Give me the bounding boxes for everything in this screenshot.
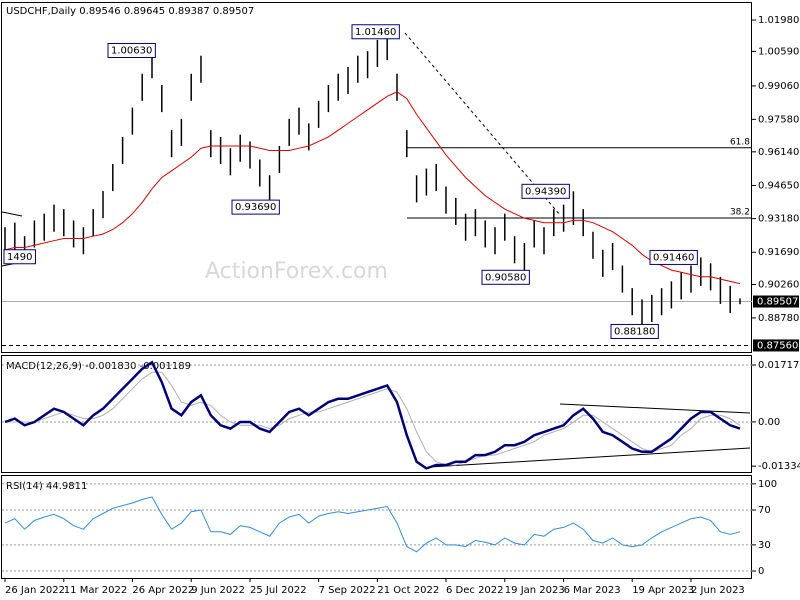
annotation-box bbox=[3, 249, 36, 265]
annotation-box bbox=[481, 269, 530, 285]
annotation-label: 0.93690 bbox=[235, 202, 276, 213]
annotation-box bbox=[521, 183, 570, 199]
annotation-label: 1.01460 bbox=[355, 27, 396, 38]
y-tick-label: 0.96140 bbox=[758, 147, 799, 158]
x-tick-label: 19 Apr 2023 bbox=[632, 585, 694, 596]
x-tick-label: 26 Jan 2022 bbox=[5, 585, 65, 596]
price-label: 0.89507 bbox=[757, 297, 798, 308]
macd-panel bbox=[1, 355, 752, 473]
indicator-line bbox=[5, 371, 741, 466]
y-tick-label: 0.94650 bbox=[758, 180, 799, 191]
x-tick-label: 11 Mar 2022 bbox=[64, 585, 127, 596]
macd-title: MACD(12,26,9) -0.001830 -0.001189 bbox=[6, 361, 191, 372]
annotation-box bbox=[610, 323, 659, 339]
indicator-line bbox=[4, 360, 741, 470]
x-tick-label: 6 Mar 2023 bbox=[564, 585, 621, 596]
annotation-box bbox=[351, 24, 400, 40]
x-tick-label: 7 Sep 2022 bbox=[319, 585, 376, 596]
y-tick-label: 70 bbox=[758, 505, 771, 516]
annotation-box bbox=[649, 249, 698, 265]
y-tick-label: -0.01334 bbox=[758, 461, 800, 472]
y-tick-label: 0.017176 bbox=[758, 360, 800, 371]
fib-label: 38.2 bbox=[730, 207, 750, 217]
y-tick-label: 0.91690 bbox=[758, 247, 799, 258]
annotation-box bbox=[231, 199, 280, 215]
y-tick-label: 30 bbox=[758, 540, 771, 551]
annotation-label: 0.91460 bbox=[653, 252, 694, 263]
annotation-label: 0.88180 bbox=[614, 326, 655, 337]
annotation-label: 1.00630 bbox=[111, 45, 152, 56]
annotation-box bbox=[107, 42, 156, 58]
price-label-box bbox=[753, 339, 799, 352]
macd-trend-line bbox=[559, 403, 751, 414]
x-tick-label: 19 Jan 2023 bbox=[505, 585, 565, 596]
chart-title: USDCHF,Daily 0.89546 0.89645 0.89387 0.8… bbox=[6, 6, 254, 17]
moving-average bbox=[4, 91, 741, 285]
y-tick-label: 0.00 bbox=[758, 417, 780, 428]
x-tick-label: 9 Jun 2022 bbox=[191, 585, 245, 596]
y-tick-label: 0.93180 bbox=[758, 214, 799, 225]
rsi-title: RSI(14) 44.9811 bbox=[6, 481, 87, 492]
y-tick-label: 0.90260 bbox=[758, 280, 799, 291]
x-tick-label: 6 Dec 2022 bbox=[446, 585, 504, 596]
y-tick-label: 0.97580 bbox=[758, 114, 799, 125]
watermark: ActionForex.com bbox=[205, 259, 388, 284]
price-label-box bbox=[753, 295, 799, 308]
macd-trend-line bbox=[429, 447, 751, 468]
y-tick-label: 100 bbox=[758, 479, 777, 490]
annotation-label: 1490 bbox=[7, 252, 32, 263]
x-tick-label: 21 Oct 2022 bbox=[377, 585, 439, 596]
x-tick-label: 26 Apr 2022 bbox=[132, 585, 194, 596]
x-tick-label: 25 Jul 2022 bbox=[250, 585, 307, 596]
y-tick-label: 1.00590 bbox=[758, 46, 799, 57]
y-tick-label: 0 bbox=[758, 566, 764, 577]
fib-label: 61.8 bbox=[730, 137, 750, 147]
rsi-panel bbox=[1, 475, 752, 579]
indicator-line bbox=[4, 496, 741, 553]
price-label: 0.87560 bbox=[757, 340, 798, 351]
y-tick-label: 1.01980 bbox=[758, 15, 799, 26]
x-tick-label: 2 Jun 2023 bbox=[691, 585, 745, 596]
y-tick-label: 0.88780 bbox=[758, 313, 799, 324]
annotation-label: 0.90580 bbox=[485, 272, 526, 283]
annotation-label: 0.94390 bbox=[525, 186, 566, 197]
trend-line bbox=[1, 211, 23, 217]
price-panel bbox=[1, 2, 752, 353]
y-tick-label: 0.99060 bbox=[758, 81, 799, 92]
